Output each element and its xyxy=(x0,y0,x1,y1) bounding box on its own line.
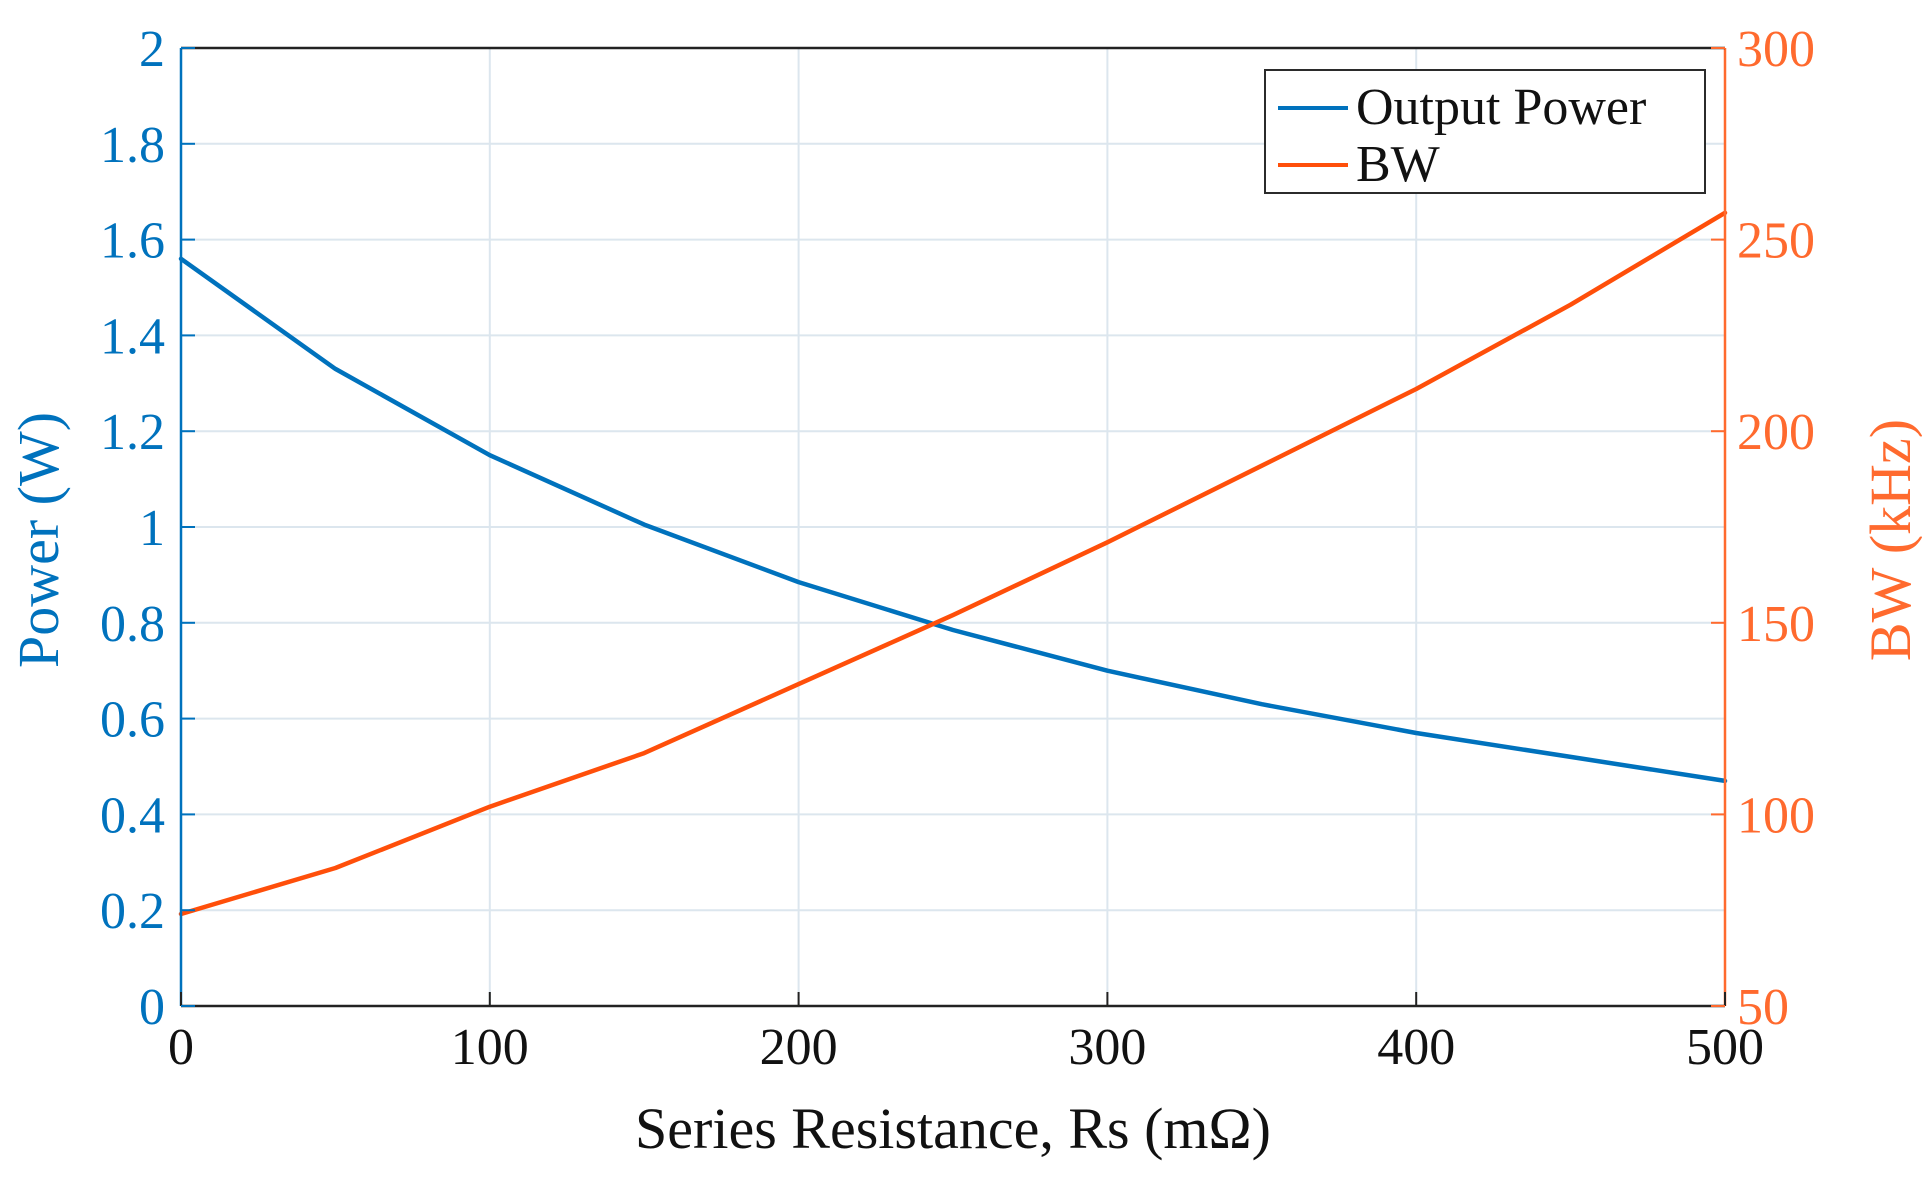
y-left-tick-label-4: 0.8 xyxy=(100,596,165,653)
x-tick-label-3: 300 xyxy=(1068,1019,1146,1076)
y-left-tick-label-1: 0.2 xyxy=(100,883,165,940)
y-left-tick-label-7: 1.4 xyxy=(100,308,165,365)
y-right-tick-label-5: 300 xyxy=(1737,21,1815,78)
x-tick-label-4: 400 xyxy=(1377,1019,1455,1076)
y-right-tick-label-2: 150 xyxy=(1737,596,1815,653)
series-line-output-power xyxy=(178,256,1728,784)
legend-label-bw: BW xyxy=(1356,136,1440,193)
ticks-layer: 0 100 200 300 400 500 0 0.2 0.4 0.6 0.8 1 1.2 1.4 1.6 1… xyxy=(100,21,1815,1076)
y-axis-left-title: Power (W) xyxy=(6,412,71,668)
y-left-tick-label-3: 0.6 xyxy=(100,692,165,749)
y-axis-right-title: BW (kHz) xyxy=(1858,419,1922,661)
y-right-tick-label-0: 50 xyxy=(1737,979,1789,1036)
y-left-tick-label-6: 1.2 xyxy=(100,404,165,461)
y-right-tick-label-1: 100 xyxy=(1737,787,1815,844)
x-tick-label-2: 200 xyxy=(760,1019,838,1076)
x-tick-label-1: 100 xyxy=(451,1019,529,1076)
legend-box xyxy=(1264,69,1706,194)
y-left-tick-label-0: 0 xyxy=(139,979,165,1036)
legend-label-output-power: Output Power xyxy=(1356,79,1646,136)
grid-layer xyxy=(180,47,1726,1007)
y-right-tick-label-3: 200 xyxy=(1737,404,1815,461)
y-left-tick-label-10: 2 xyxy=(139,21,165,78)
y-right-tick-label-4: 250 xyxy=(1737,213,1815,270)
series-line-bw xyxy=(178,210,1728,917)
x-tick-label-0: 0 xyxy=(168,1019,194,1076)
y-left-tick-label-8: 1.6 xyxy=(100,213,165,270)
x-tick-label-5: 500 xyxy=(1686,1019,1764,1076)
y-left-tick-label-5: 1 xyxy=(139,500,165,557)
x-axis-title: Series Resistance, Rs (mΩ) xyxy=(635,1096,1271,1161)
y-left-tick-label-9: 1.8 xyxy=(100,117,165,174)
axes-layer xyxy=(179,46,1727,1008)
series-layer xyxy=(178,210,1728,917)
y-left-tick-label-2: 0.4 xyxy=(100,787,165,844)
legend: Output Power BW xyxy=(1264,69,1706,194)
